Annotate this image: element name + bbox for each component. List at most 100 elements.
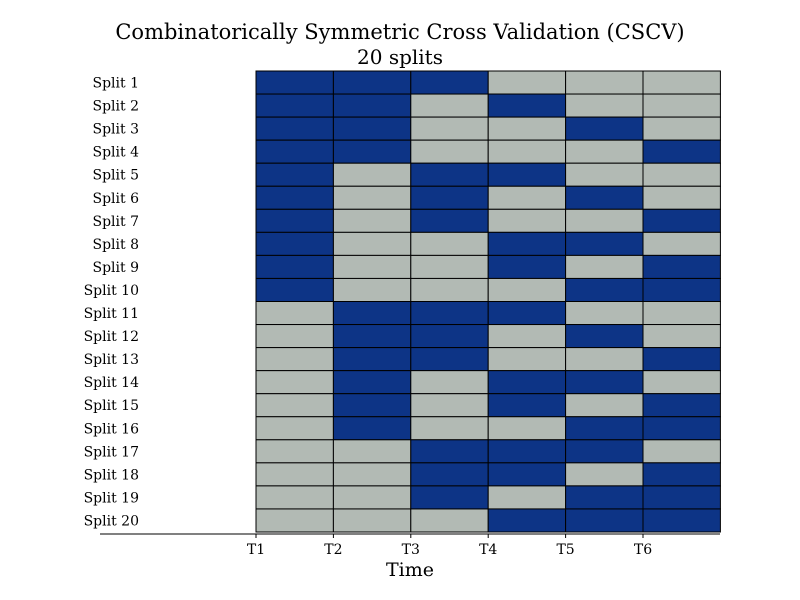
split-14-block-4: [487, 370, 567, 395]
split-18-block-3: [410, 462, 489, 487]
split-5-block-4: [487, 162, 567, 187]
x-tick-label: T2: [324, 542, 342, 558]
split-1-block-3: [410, 70, 489, 95]
split-10-block-4: [487, 277, 567, 303]
split-17-block-1: [255, 439, 334, 464]
split-7-block-3: [410, 208, 489, 233]
split-label: Split 18: [84, 467, 139, 483]
split-17-block-4: [487, 439, 567, 464]
split-label: Split 17: [84, 444, 139, 460]
split-4-block-2: [332, 139, 412, 164]
split-11-block-5: [565, 301, 644, 326]
x-tick-label: T1: [247, 542, 265, 558]
split-18-block-1: [255, 462, 334, 487]
split-17-block-2: [332, 439, 412, 464]
split-label: Split 9: [93, 260, 140, 276]
split-2-block-1: [255, 93, 334, 118]
split-13-block-6: [642, 347, 721, 372]
split-18-block-6: [642, 462, 721, 487]
split-7-block-5: [565, 208, 644, 233]
split-13-block-2: [332, 347, 412, 372]
split-label: Split 20: [84, 513, 139, 529]
split-7-block-2: [332, 208, 412, 233]
split-3-block-5: [565, 116, 644, 141]
split-11-block-6: [642, 301, 721, 326]
split-12-block-1: [255, 324, 334, 349]
split-15-block-2: [332, 393, 412, 418]
split-10-block-3: [410, 277, 489, 303]
split-20-block-6: [642, 508, 721, 533]
split-3-block-3: [410, 116, 489, 141]
split-11-block-3: [410, 301, 489, 326]
split-19-block-1: [255, 485, 334, 510]
split-label: Split 3: [93, 122, 140, 138]
split-label: Split 5: [93, 168, 140, 184]
split-8-block-4: [487, 231, 567, 256]
split-2-block-4: [487, 93, 567, 118]
split-4-block-1: [255, 139, 334, 164]
split-19-block-5: [565, 485, 644, 510]
split-label: Split 8: [93, 237, 140, 253]
split-16-block-1: [255, 416, 334, 441]
split-16-block-2: [332, 416, 412, 441]
split-1-block-5: [565, 70, 644, 95]
split-19-block-3: [410, 485, 489, 510]
split-9-block-1: [255, 254, 334, 279]
split-8-block-3: [410, 231, 489, 256]
split-15-block-1: [255, 393, 334, 418]
split-15-block-3: [410, 393, 489, 418]
split-12-block-5: [565, 324, 644, 349]
split-label: Split 13: [84, 352, 139, 368]
split-19-block-2: [332, 485, 412, 510]
split-label: Split 1: [93, 76, 140, 92]
split-7-block-4: [487, 208, 567, 233]
split-5-block-6: [642, 162, 721, 187]
split-3-block-4: [487, 116, 567, 141]
split-10-block-1: [255, 277, 334, 303]
split-label: Split 2: [93, 99, 140, 115]
split-10-block-6: [642, 277, 721, 303]
split-4-block-3: [410, 139, 489, 164]
split-17-block-3: [410, 439, 489, 464]
split-8-block-6: [642, 231, 721, 256]
x-tick-label: T4: [479, 542, 497, 558]
split-3-block-6: [642, 116, 721, 141]
split-15-block-6: [642, 393, 721, 418]
split-15-block-4: [487, 393, 567, 418]
split-11-block-2: [332, 301, 412, 326]
split-3-block-1: [255, 116, 334, 141]
split-label: Split 4: [93, 145, 140, 161]
x-tick-label: T6: [634, 542, 652, 558]
split-15-block-5: [565, 393, 644, 418]
split-label: Split 19: [84, 490, 139, 506]
split-13-block-5: [565, 347, 644, 372]
split-20-block-3: [410, 508, 489, 533]
split-16-block-3: [410, 416, 489, 441]
x-tick-label: T5: [556, 542, 574, 558]
split-17-block-6: [642, 439, 721, 464]
split-1-block-6: [642, 70, 721, 95]
split-label: Split 14: [84, 375, 139, 391]
split-9-block-4: [487, 254, 567, 279]
split-4-block-4: [487, 139, 567, 164]
split-label: Split 7: [93, 214, 140, 230]
split-20-block-2: [332, 508, 412, 533]
split-14-block-3: [410, 370, 489, 395]
split-17-block-5: [565, 439, 644, 464]
split-6-block-3: [410, 185, 489, 210]
split-4-block-5: [565, 139, 644, 164]
split-label: Split 6: [93, 191, 140, 207]
split-9-block-3: [410, 254, 489, 279]
split-label: Split 15: [84, 398, 139, 414]
split-3-block-2: [332, 116, 412, 141]
split-14-block-5: [565, 370, 644, 395]
split-8-block-5: [565, 231, 644, 256]
split-label: Split 16: [84, 421, 139, 437]
split-11-block-1: [255, 301, 334, 326]
split-12-block-2: [332, 324, 412, 349]
split-2-block-3: [410, 93, 489, 118]
split-6-block-5: [565, 185, 644, 210]
split-6-block-1: [255, 185, 334, 210]
chart-title: Combinatorically Symmetric Cross Validat…: [115, 20, 685, 44]
